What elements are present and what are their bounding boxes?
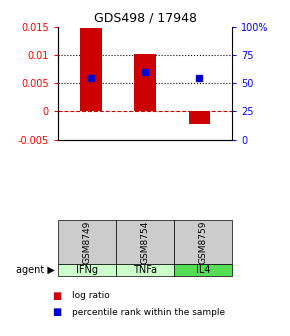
Text: GSM8759: GSM8759 <box>198 220 208 264</box>
Text: IL4: IL4 <box>196 265 210 275</box>
Bar <box>188 111 210 124</box>
Bar <box>80 28 101 111</box>
Text: ■: ■ <box>52 307 61 318</box>
Text: log ratio: log ratio <box>72 291 110 300</box>
Title: GDS498 / 17948: GDS498 / 17948 <box>93 11 197 24</box>
Text: IFNg: IFNg <box>76 265 98 275</box>
Text: GSM8754: GSM8754 <box>140 220 150 264</box>
Bar <box>134 54 156 111</box>
Text: GSM8749: GSM8749 <box>82 220 92 264</box>
Text: agent ▶: agent ▶ <box>16 265 55 275</box>
Text: TNFa: TNFa <box>133 265 157 275</box>
Text: percentile rank within the sample: percentile rank within the sample <box>72 308 226 317</box>
Text: ■: ■ <box>52 291 61 301</box>
